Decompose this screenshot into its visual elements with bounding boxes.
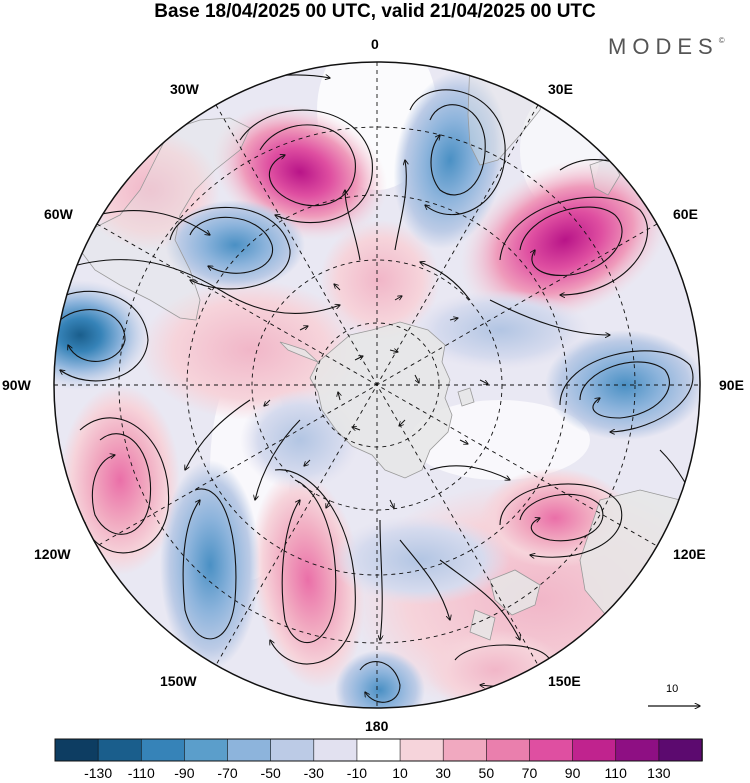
colorbar-tick-label: 110 bbox=[604, 765, 627, 781]
brand-name: MODES bbox=[608, 34, 719, 59]
south-america bbox=[79, 117, 251, 321]
colorbar-tick-label: -130 bbox=[84, 765, 113, 781]
colorbar-cell bbox=[140, 738, 186, 762]
colorbar-cell bbox=[227, 738, 272, 762]
colorbar-cell bbox=[442, 738, 488, 762]
lon-label-120e: 120E bbox=[673, 546, 706, 562]
colorbar-tick-label: 50 bbox=[478, 765, 495, 781]
colorbar-tick-label: -50 bbox=[260, 765, 281, 781]
colorbar-tick-label: 10 bbox=[392, 765, 408, 781]
colorbar-cell bbox=[658, 738, 703, 762]
colorbar-cell bbox=[486, 738, 531, 762]
lon-label-0: 0 bbox=[371, 36, 379, 52]
colorbar-cell bbox=[615, 738, 660, 762]
modes-logo: MODES© bbox=[608, 34, 725, 60]
colorbar-tick-label: 90 bbox=[564, 765, 581, 781]
lon-label-180: 180 bbox=[365, 718, 389, 734]
colorbar-tick-label: 130 bbox=[647, 765, 671, 781]
lon-label-30e: 30E bbox=[548, 81, 573, 97]
lon-label-30w: 30W bbox=[170, 81, 199, 97]
lon-label-60w: 60W bbox=[44, 206, 73, 222]
colorbar bbox=[54, 738, 703, 762]
lon-label-120w: 120W bbox=[34, 546, 71, 562]
colorbar-tick-label: 30 bbox=[435, 765, 451, 781]
colorbar-tick-label: 70 bbox=[521, 765, 538, 781]
colorbar-tick-label: -70 bbox=[217, 765, 238, 781]
lon-label-90w: 90W bbox=[2, 377, 31, 393]
map-boundary bbox=[53, 61, 701, 709]
colorbar-cell bbox=[270, 738, 315, 762]
lon-label-150w: 150W bbox=[160, 673, 197, 689]
colorbar-cell bbox=[97, 738, 143, 762]
colorbar-cell bbox=[356, 738, 401, 762]
colorbar-tick-label: -110 bbox=[127, 765, 155, 781]
colorbar-cell bbox=[399, 738, 445, 762]
reference-vector-label: 10 bbox=[666, 683, 679, 695]
colorbar-tick-label: -90 bbox=[174, 765, 195, 781]
colorbar-cell bbox=[313, 738, 358, 762]
graticule bbox=[54, 62, 700, 708]
antarctic-peninsula bbox=[279, 341, 319, 363]
colorbar-tick-label: -10 bbox=[346, 765, 368, 781]
copyright-mark: © bbox=[718, 36, 725, 45]
colorbar-tick-label: -30 bbox=[303, 765, 324, 781]
colorbar-cell bbox=[184, 738, 229, 762]
colorbar-cell bbox=[529, 738, 574, 762]
lon-label-150e: 150E bbox=[548, 673, 581, 689]
madagascar bbox=[589, 157, 621, 196]
new-zealand bbox=[469, 569, 541, 641]
wind-arrows bbox=[264, 284, 488, 508]
map-title: Base 18/04/2025 00 UTC, valid 21/04/2025… bbox=[154, 1, 596, 22]
kerguelen bbox=[457, 387, 475, 407]
lon-label-60e: 60E bbox=[673, 206, 698, 222]
colorbar-cell bbox=[54, 738, 99, 762]
colorbar-cell bbox=[572, 738, 617, 762]
lon-label-90e: 90E bbox=[719, 377, 744, 393]
